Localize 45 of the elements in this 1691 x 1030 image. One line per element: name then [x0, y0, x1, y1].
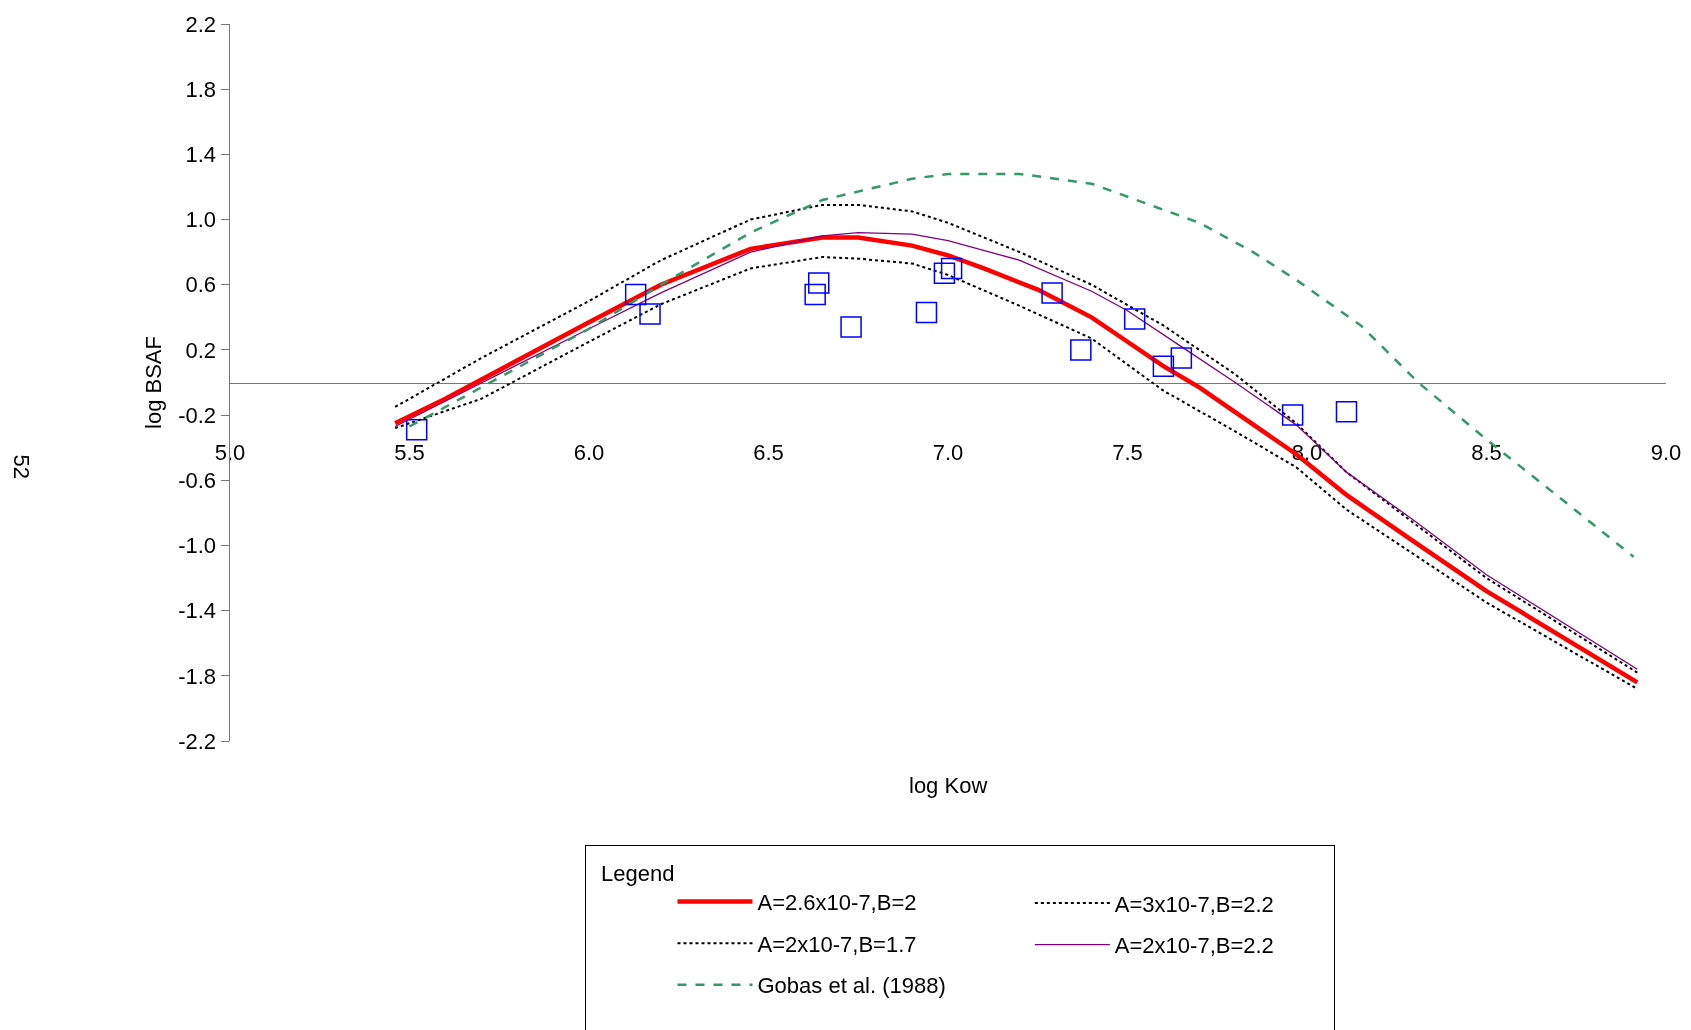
y-tick-label: 1.4	[185, 142, 217, 168]
point	[639, 303, 661, 325]
x-tick-label: 6.0	[573, 440, 605, 466]
point	[1281, 404, 1304, 426]
x-tick-label: 6.5	[753, 440, 784, 466]
y-tick-label: -0.6	[178, 467, 217, 493]
y-axis-title: log BSAF	[141, 336, 167, 429]
legend-label: Gobas et al. (1988)	[757, 973, 946, 999]
point	[405, 419, 428, 441]
point	[840, 316, 862, 338]
x-tick-label: 7.0	[932, 440, 964, 466]
y-tick-label: 1.8	[185, 76, 217, 102]
point	[1123, 308, 1146, 330]
point	[624, 283, 647, 306]
y-tick-label: 0.6	[185, 272, 217, 298]
y-tick-label: -1.8	[178, 663, 217, 689]
point	[933, 262, 956, 285]
legend-label: A=3x10-7,B=2.2	[1114, 891, 1274, 917]
y-tick-label: -1.4	[178, 598, 217, 624]
point	[1041, 282, 1063, 304]
legend-label: A=2x10-7,B=2.2	[1114, 933, 1274, 959]
x-tick-label: 5.0	[214, 440, 246, 466]
y-tick-label: -1.0	[178, 533, 217, 559]
y-tick-label: 1.0	[185, 207, 217, 233]
x-tick-label: 7.5	[1112, 440, 1143, 466]
point	[940, 257, 963, 280]
y-tick-label: -2.2	[178, 728, 217, 754]
point	[1152, 355, 1175, 377]
x-tick-label: 8.5	[1471, 440, 1502, 466]
x-axis-title: log Kow	[909, 773, 988, 798]
y-tick-label: 0.2	[185, 337, 217, 363]
legend-label: A=2.6x10-7,B=2	[757, 890, 917, 916]
point	[1335, 401, 1358, 423]
point	[1070, 339, 1092, 361]
text: 52	[9, 454, 35, 480]
x-tick-label: 9.0	[1650, 440, 1682, 466]
x-tick-label: 5.5	[394, 440, 425, 466]
point	[808, 272, 830, 294]
legend-label: A=2x10-7,B=1.7	[757, 931, 917, 957]
legend-title: Legend	[601, 860, 675, 886]
y-tick-label: 2.2	[185, 11, 217, 37]
point	[804, 283, 826, 306]
point	[915, 301, 938, 324]
y-tick-label: -0.2	[178, 402, 217, 428]
point	[1170, 347, 1193, 369]
